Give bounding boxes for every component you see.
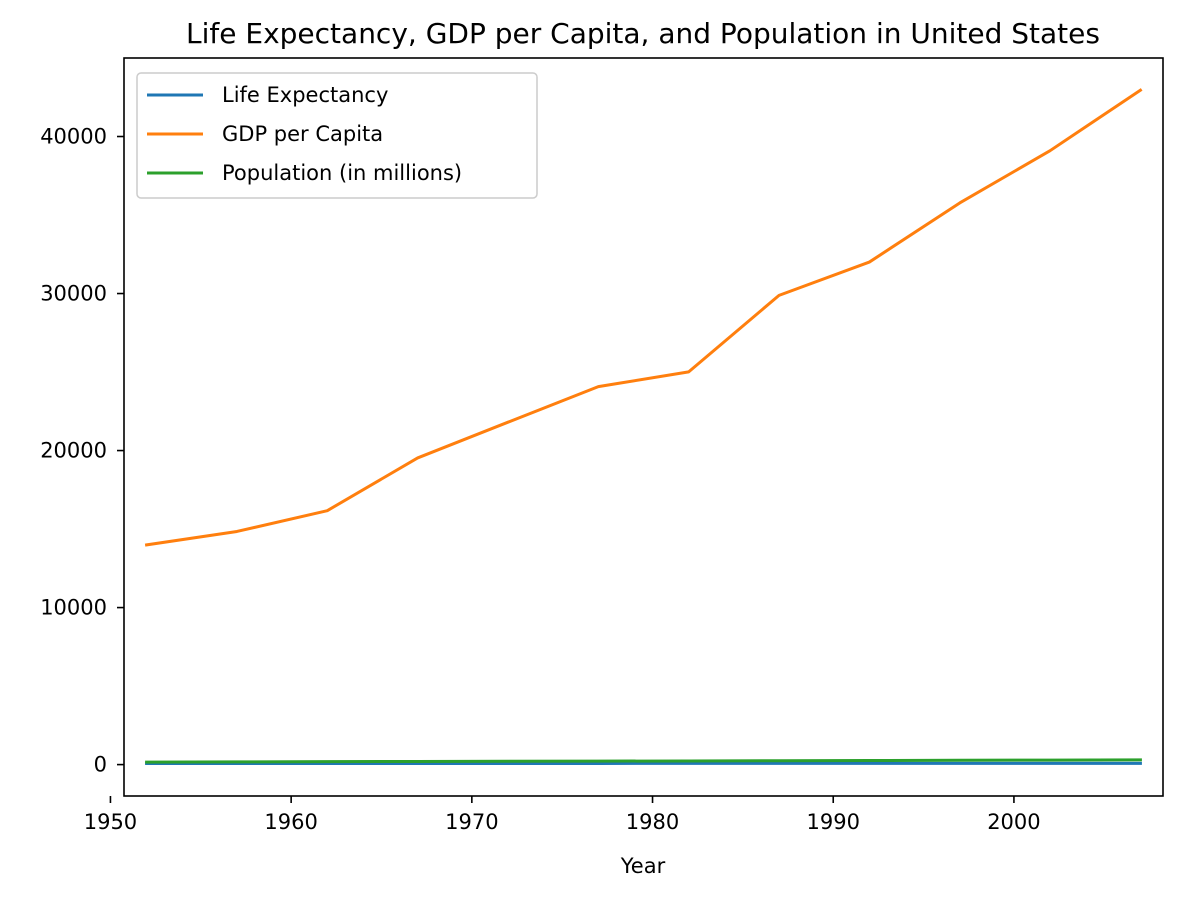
- legend-label-0: Life Expectancy: [222, 83, 388, 107]
- y-tick-label: 0: [94, 753, 107, 777]
- x-tick-label: 1990: [807, 810, 860, 834]
- series-line-1: [144, 88, 1143, 547]
- legend-label-2: Population (in millions): [222, 161, 462, 185]
- x-tick-label: 1980: [626, 810, 679, 834]
- x-axis: 1950 1960 1970 1980 1990 2000: [84, 796, 1041, 834]
- y-axis: 0 10000 20000 30000 40000: [40, 125, 124, 777]
- x-tick-label: 1960: [264, 810, 317, 834]
- x-tick-label: 1970: [445, 810, 498, 834]
- series-layer: [144, 88, 1143, 766]
- chart-title: Life Expectancy, GDP per Capita, and Pop…: [186, 17, 1100, 50]
- legend-box: [136, 72, 538, 199]
- x-tick-label: 1950: [84, 810, 137, 834]
- legend-label-1: GDP per Capita: [222, 122, 383, 146]
- series-line-2: [145, 758, 1142, 764]
- x-tick-label: 2000: [987, 810, 1040, 834]
- plot-frame: [123, 57, 1164, 797]
- y-tick-label: 20000: [40, 439, 107, 463]
- legend: Life Expectancy GDP per Capita Population …: [136, 72, 538, 199]
- y-tick-label: 10000: [40, 596, 107, 620]
- y-tick-label: 40000: [40, 125, 107, 149]
- y-tick-label: 30000: [40, 282, 107, 306]
- x-axis-label: Year: [620, 854, 666, 878]
